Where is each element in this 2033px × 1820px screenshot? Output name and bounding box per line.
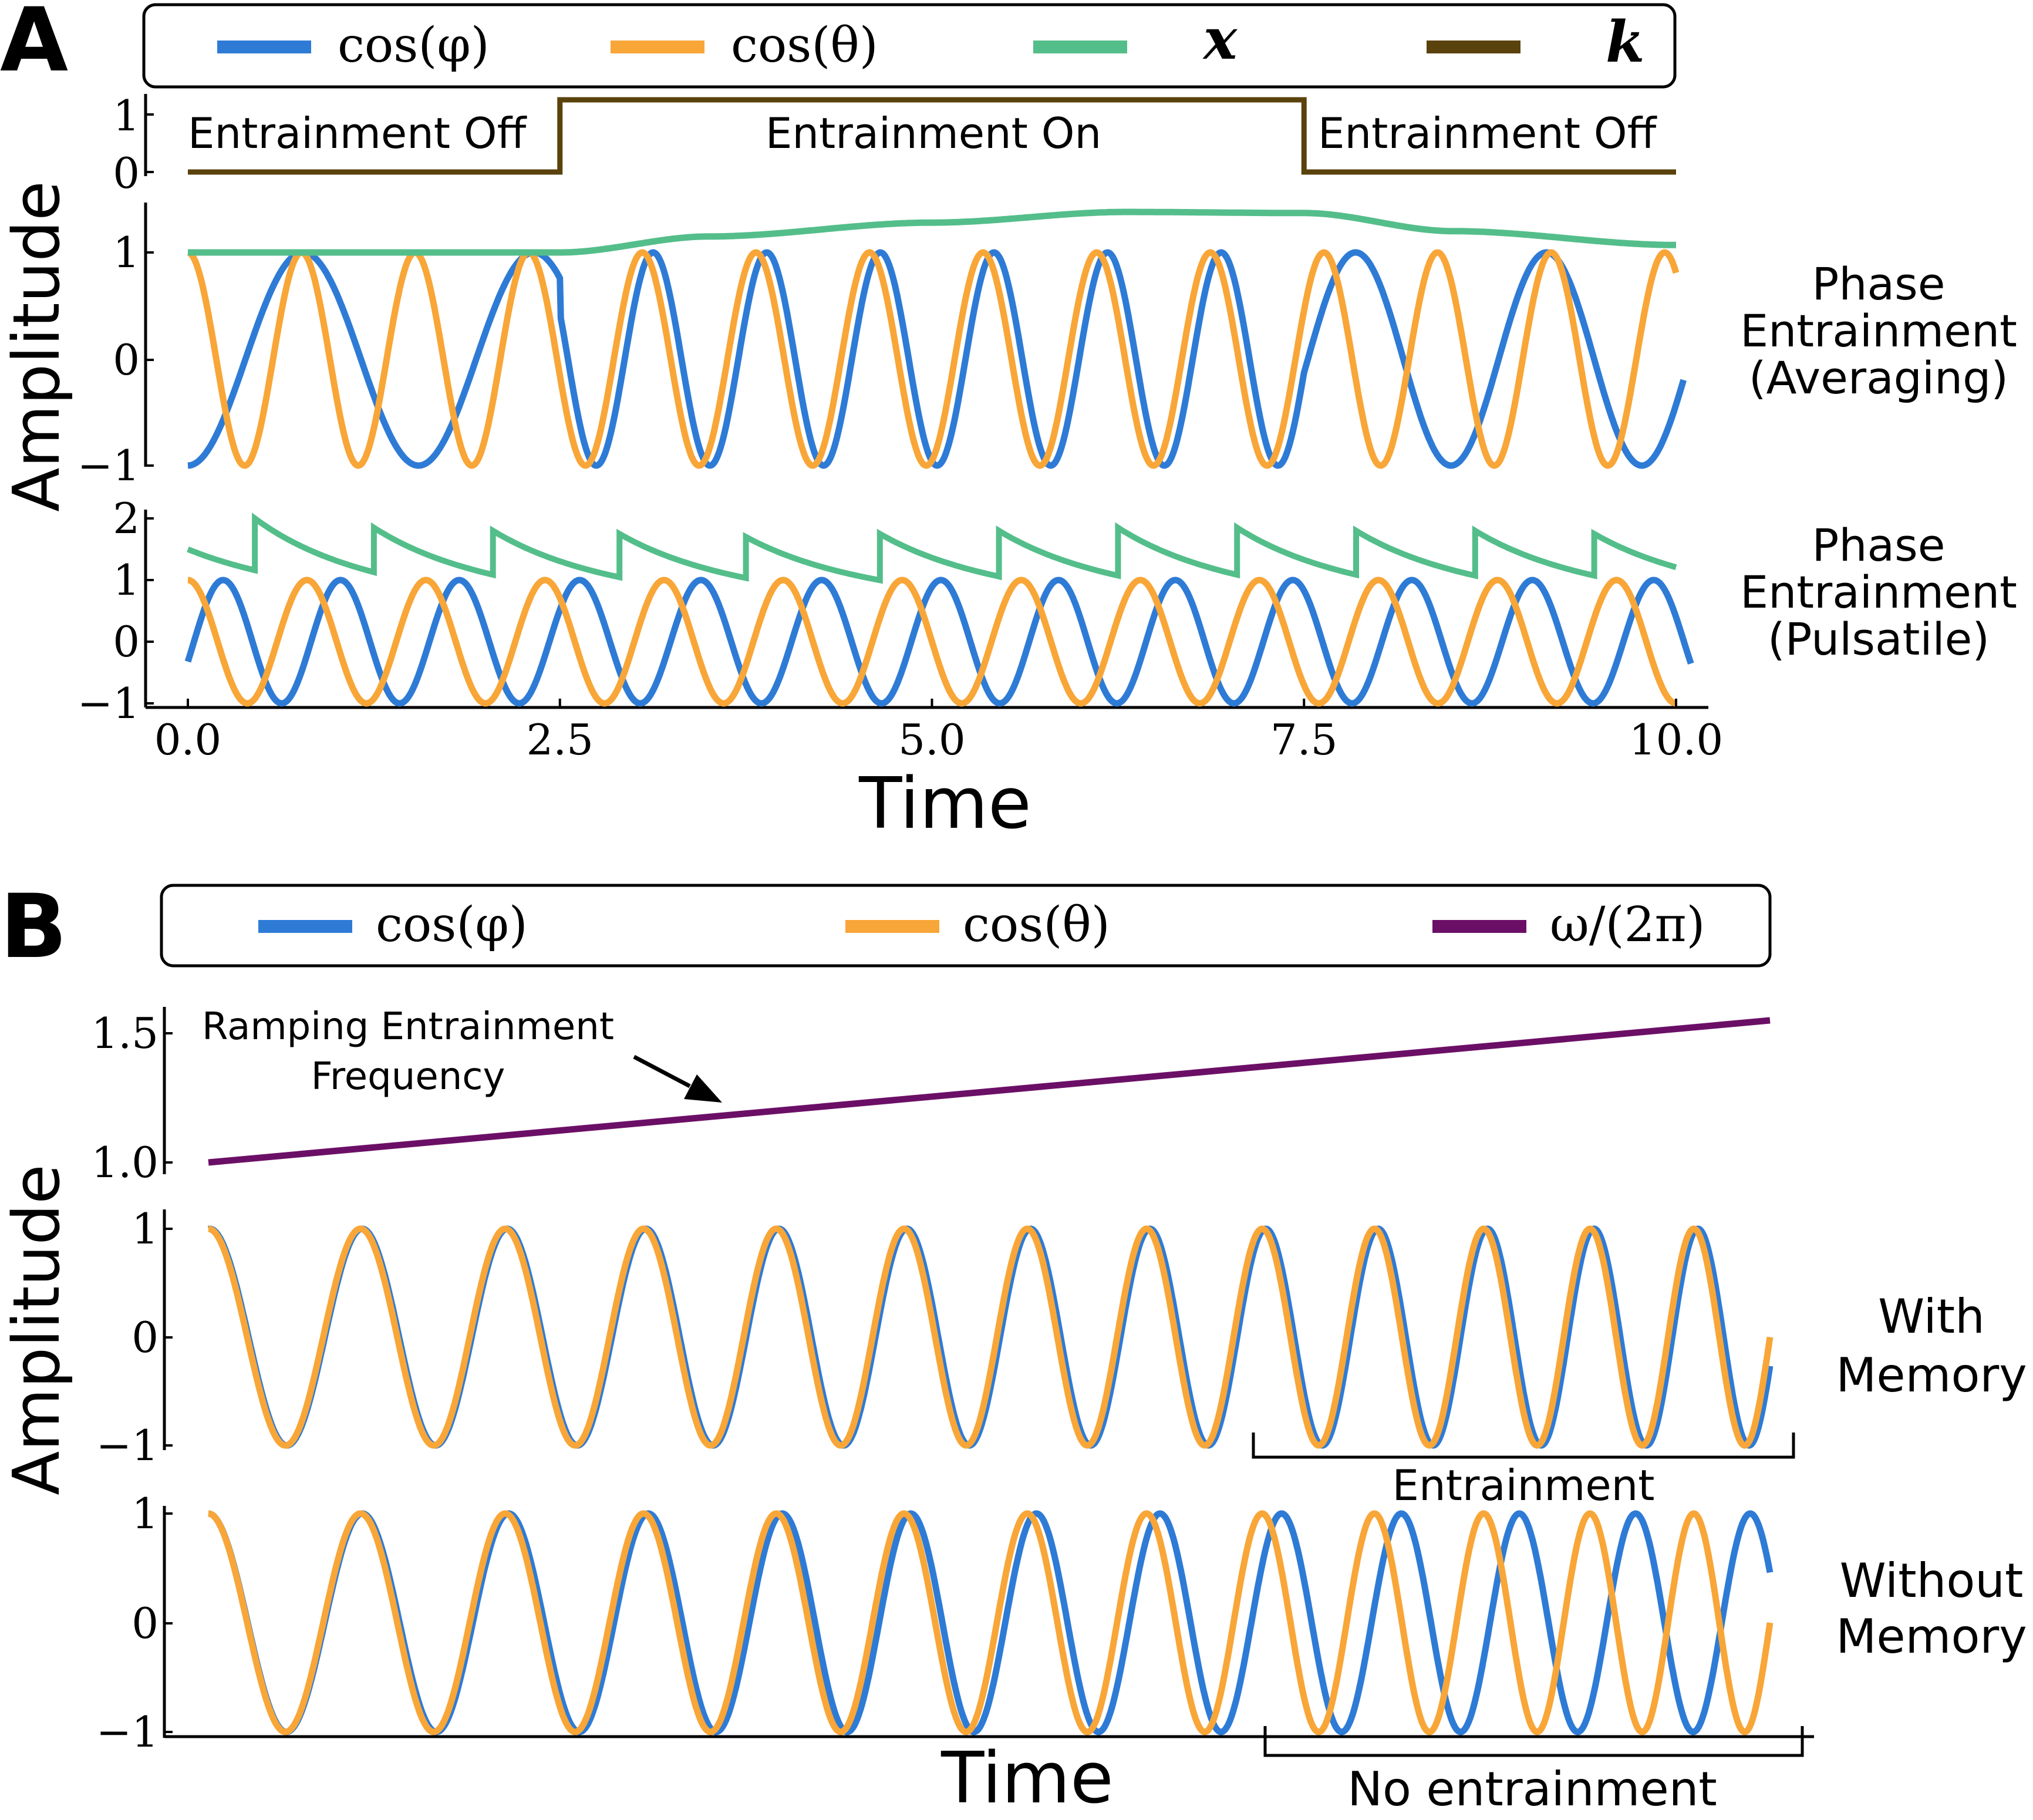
- legend-label-omega: ω/(2π): [1550, 897, 1705, 953]
- averaging-cos-theta-line: [187, 249, 1680, 469]
- y-tick-label: 0: [132, 1599, 159, 1648]
- region-label-off-1: Entrainment Off: [188, 109, 527, 158]
- x-ticks: 0.0 2.5 5.0 7.5 10.0: [154, 699, 1723, 764]
- panel-a-legend: cos(φ) cos(θ) x k: [142, 3, 1677, 89]
- panel-b-frequency-plot: 1.5 1.0 Ramping Entrainment Frequency: [91, 1005, 1771, 1187]
- row-label-pulsatile-3: (Pulsatile): [1768, 613, 1990, 665]
- annotation-line-2: Frequency: [311, 1055, 505, 1098]
- nomemory-cos-theta-line: [208, 1510, 1774, 1735]
- panel-b-legend: cos(φ) cos(θ) ω/(2π): [160, 884, 1772, 968]
- panel-b-without-memory-plot: 1 0 −1 No entrainment Without Memory: [96, 1489, 2027, 1816]
- y-tick-label: 0: [113, 335, 140, 385]
- row-label-averaging-2: Entrainment: [1740, 305, 2017, 357]
- x-tick-label: 7.5: [1270, 715, 1338, 764]
- no-entrainment-bracket-label: No entrainment: [1347, 1762, 1717, 1816]
- legend-label-cos-phi: cos(φ): [376, 897, 528, 953]
- y-tick-label: −1: [96, 1707, 159, 1757]
- legend-label-cos-phi: cos(φ): [338, 18, 490, 73]
- y-tick-label: 1: [113, 91, 140, 140]
- region-label-on: Entrainment On: [766, 109, 1101, 158]
- panel-a-k-plot: 1 0 Entrainment Off Entrainment On Entra…: [113, 91, 1676, 198]
- x-tick-label: 10.0: [1629, 715, 1723, 764]
- row-label-pulsatile-1: Phase: [1812, 519, 1946, 571]
- legend-label-cos-theta: cos(θ): [731, 18, 878, 73]
- x-tick-label: 2.5: [526, 715, 594, 764]
- row-label-nomemory-2: Memory: [1836, 1609, 2027, 1664]
- averaging-x-line: [188, 208, 1676, 256]
- pulsatile-x-line: [187, 513, 1677, 584]
- legend-label-cos-theta: cos(θ): [963, 897, 1110, 953]
- pulsatile-cos-theta-line: [187, 577, 1677, 707]
- k-series-line: [188, 97, 1676, 175]
- x-tick-label: 0.0: [154, 715, 222, 764]
- y-tick-label: 2: [113, 494, 140, 543]
- y-tick-label: 1: [113, 228, 140, 277]
- row-label-averaging-1: Phase: [1812, 258, 1946, 310]
- annotation-line-1: Ramping Entrainment: [202, 1005, 614, 1049]
- panel-b-letter: B: [0, 876, 67, 978]
- y-tick-label: 0: [113, 617, 140, 666]
- row-label-nomemory-1: Without: [1840, 1553, 2024, 1608]
- x-tick-label: 5.0: [898, 715, 966, 764]
- panel-b-with-memory-plot: 1 0 −1 Entrainment With Memory: [96, 1204, 2027, 1510]
- y-tick-label: 1: [113, 555, 140, 605]
- panel-a-letter: A: [0, 0, 68, 92]
- pulsatile-cos-phi-line: [184, 577, 1694, 707]
- legend-frame: [160, 884, 1772, 968]
- panel-b-ylabel: Amplitude: [0, 1164, 74, 1495]
- panel-a-pulsatile-plot: 2 1 0 −1 0.0 2.5 5.0 7.5 10.0 Phase Entrainm…: [77, 494, 2017, 764]
- legend-frame: [142, 3, 1677, 89]
- entrainment-bracket: [1252, 1433, 1795, 1459]
- panel-a-xlabel: Time: [858, 763, 1031, 845]
- memory-cos-theta-line: [208, 1225, 1774, 1449]
- y-tick-label: 1: [132, 1204, 159, 1253]
- legend-label-k: k: [1606, 9, 1645, 75]
- row-label-memory-1: With: [1878, 1289, 1985, 1344]
- row-label-averaging-3: (Averaging): [1749, 352, 2008, 404]
- y-tick-label: −1: [77, 679, 140, 728]
- no-entrainment-bracket: [1263, 1726, 1804, 1757]
- memory-cos-phi-line: [208, 1225, 1774, 1449]
- omega-series-line: [208, 1017, 1771, 1166]
- annotation-arrow-head: [684, 1074, 722, 1103]
- y-tick-label: 1.0: [91, 1138, 159, 1187]
- entrainment-bracket-label: Entrainment: [1392, 1461, 1654, 1510]
- panel-a-ylabel: Amplitude: [0, 181, 74, 512]
- nomemory-cos-phi-line: [208, 1510, 1774, 1735]
- y-tick-label: 0: [132, 1313, 159, 1362]
- averaging-cos-phi-line: [187, 249, 1687, 469]
- row-label-pulsatile-2: Entrainment: [1740, 566, 2017, 618]
- region-label-off-2: Entrainment Off: [1318, 109, 1657, 158]
- y-tick-label: 1: [132, 1489, 159, 1538]
- panel-a-averaging-plot: 1 0 −1 Phase Entrainment (Averaging): [77, 203, 2017, 490]
- y-tick-label: −1: [77, 441, 140, 490]
- panel-b-xlabel: Time: [940, 1738, 1114, 1819]
- y-tick-label: 1.5: [91, 1009, 159, 1058]
- row-label-memory-2: Memory: [1836, 1348, 2027, 1403]
- y-tick-label: 0: [113, 149, 140, 198]
- y-tick-label: −1: [96, 1421, 159, 1470]
- annotation-arrow-shaft: [633, 1054, 691, 1088]
- legend-label-x: x: [1202, 6, 1238, 72]
